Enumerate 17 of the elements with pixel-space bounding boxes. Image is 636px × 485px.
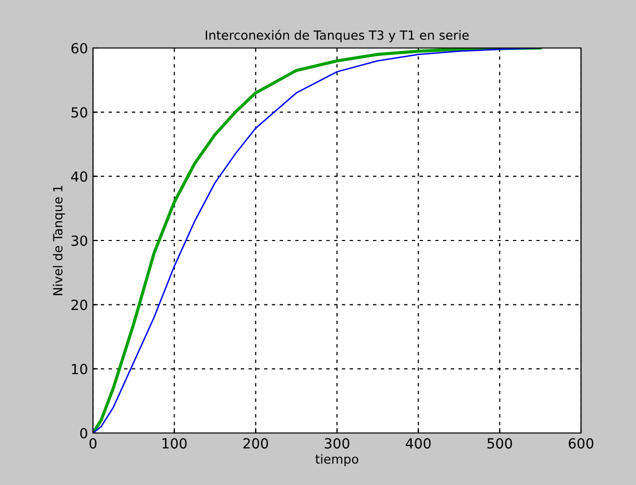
- y-tick-label: 0: [80, 428, 88, 438]
- x-tick-label: 0: [89, 438, 96, 449]
- y-tick-label: 30: [72, 235, 88, 246]
- chart-title: Interconexión de Tanques T3 y T1 en serie: [206, 30, 469, 42]
- y-tick-label: 10: [72, 364, 88, 374]
- x-tick-label: 300: [324, 438, 350, 449]
- y-axis-title: Nivel de Tanque 1: [52, 186, 65, 296]
- x-tick-label: 200: [243, 438, 268, 449]
- y-tick-label: 60: [71, 42, 88, 54]
- x-tick-label: 600: [568, 438, 594, 449]
- y-tick-label: 40: [71, 171, 88, 182]
- x-tick-label: 100: [162, 438, 187, 449]
- y-tick-label: 20: [71, 300, 88, 310]
- x-tick-label: 500: [487, 438, 512, 449]
- y-tick-label: 50: [72, 107, 88, 118]
- x-tick-label: 400: [406, 438, 431, 449]
- x-axis-title: tiempo: [315, 454, 358, 466]
